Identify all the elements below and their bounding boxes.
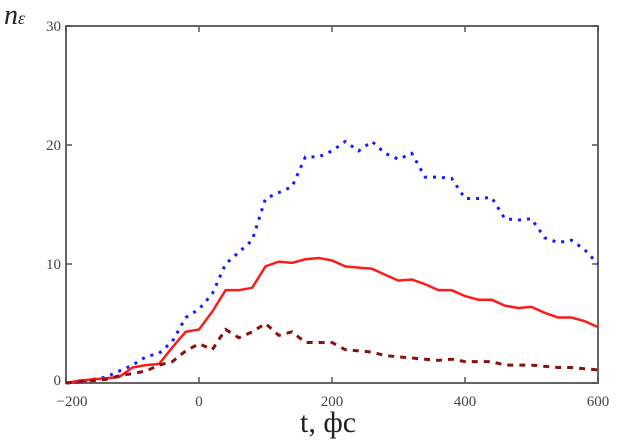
x-tick-label: 0 [195,394,203,410]
x-tick-label: −200 [57,394,88,410]
series-dotted-line [65,139,600,385]
x-tick-label: 200 [321,394,344,410]
plot-frame [65,25,599,384]
series-dashed-line [65,321,599,385]
y-axis-label-main: n [4,0,18,31]
x-tick-label: 400 [454,394,477,410]
y-tick-label: 30 [46,19,61,35]
y-tick-label: 0 [54,373,62,389]
y-axis-label: nε [4,0,25,34]
x-tick-label: 600 [587,394,610,410]
series-solid-line [65,256,599,385]
y-tick-label: 10 [46,257,61,273]
x-axis-label: t, фс [300,406,357,439]
y-tick-label: 20 [46,138,61,154]
y-axis-label-sub: ε [18,8,26,28]
